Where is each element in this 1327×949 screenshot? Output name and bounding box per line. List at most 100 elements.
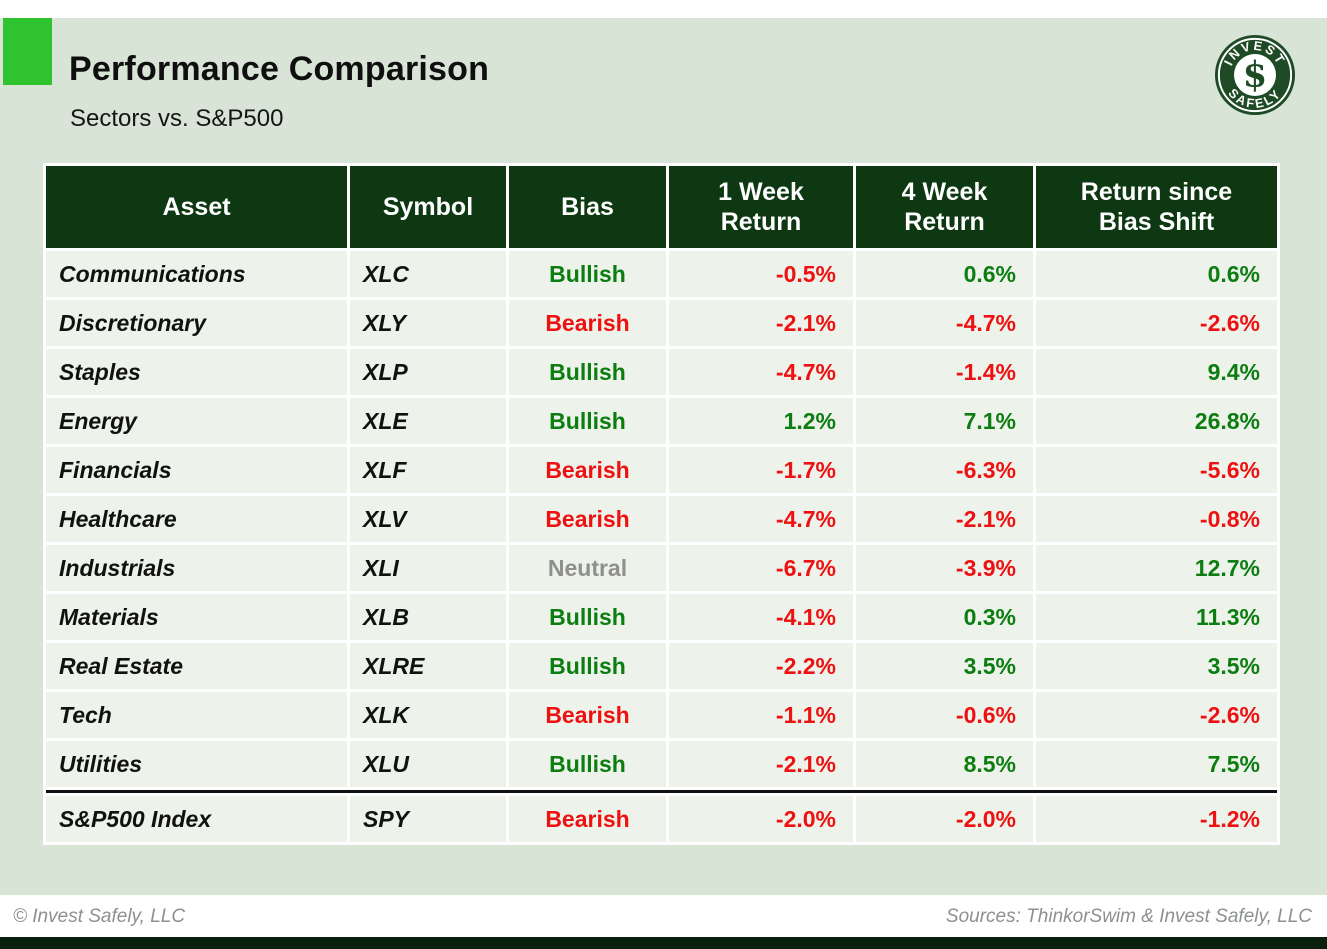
week1-return-cell: -4.1% [669, 594, 853, 640]
header-1-week-return: 1 Week Return [669, 166, 853, 248]
table-row: Industrials XLI Neutral -6.7% -3.9% 12.7… [46, 545, 1277, 591]
week1-return-cell: -2.0% [669, 796, 853, 842]
bias-cell: Bearish [509, 447, 666, 493]
symbol-cell: XLB [350, 594, 506, 640]
asset-cell: Energy [46, 398, 347, 444]
bias-cell: Bullish [509, 643, 666, 689]
bias-cell: Bearish [509, 496, 666, 542]
copyright-text: © Invest Safely, LLC [13, 906, 186, 927]
week1-return-cell: -2.1% [669, 300, 853, 346]
table-row: Real Estate XLRE Bullish -2.2% 3.5% 3.5% [46, 643, 1277, 689]
page-subtitle: Sectors vs. S&P500 [70, 105, 284, 132]
return-since-bias-shift-cell: 3.5% [1036, 643, 1277, 689]
week4-return-cell: 0.6% [856, 251, 1033, 297]
return-since-bias-shift-cell: 9.4% [1036, 349, 1277, 395]
bias-cell: Neutral [509, 545, 666, 591]
table-row: Energy XLE Bullish 1.2% 7.1% 26.8% [46, 398, 1277, 444]
table-row: Staples XLP Bullish -4.7% -1.4% 9.4% [46, 349, 1277, 395]
page-title: Performance Comparison [69, 50, 490, 88]
bias-cell: Bullish [509, 398, 666, 444]
header-bias: Bias [509, 166, 666, 248]
bias-cell: Bearish [509, 300, 666, 346]
week1-return-cell: -1.7% [669, 447, 853, 493]
symbol-cell: XLI [350, 545, 506, 591]
table-row: Communications XLC Bullish -0.5% 0.6% 0.… [46, 251, 1277, 297]
week4-return-cell: -0.6% [856, 692, 1033, 738]
invest-safely-logo: INVEST SAFELY $ [1214, 34, 1296, 116]
table-row: Tech XLK Bearish -1.1% -0.6% -2.6% [46, 692, 1277, 738]
week1-return-cell: -0.5% [669, 251, 853, 297]
week4-return-cell: 0.3% [856, 594, 1033, 640]
symbol-cell: XLE [350, 398, 506, 444]
return-since-bias-shift-cell: -5.6% [1036, 447, 1277, 493]
week1-return-cell: -6.7% [669, 545, 853, 591]
svg-text:$: $ [1243, 55, 1267, 96]
asset-cell: Staples [46, 349, 347, 395]
week4-return-cell: 3.5% [856, 643, 1033, 689]
return-since-bias-shift-cell: 0.6% [1036, 251, 1277, 297]
table-row: Financials XLF Bearish -1.7% -6.3% -5.6% [46, 447, 1277, 493]
asset-cell: Real Estate [46, 643, 347, 689]
header-symbol: Symbol [350, 166, 506, 248]
week4-return-cell: -2.1% [856, 496, 1033, 542]
symbol-cell: XLRE [350, 643, 506, 689]
benchmark-divider [46, 790, 1277, 793]
week1-return-cell: -1.1% [669, 692, 853, 738]
asset-cell: Materials [46, 594, 347, 640]
week4-return-cell: 8.5% [856, 741, 1033, 787]
bottom-bar [0, 937, 1327, 949]
bias-cell: Bullish [509, 741, 666, 787]
bias-cell: Bullish [509, 594, 666, 640]
week4-return-cell: -1.4% [856, 349, 1033, 395]
return-since-bias-shift-cell: -1.2% [1036, 796, 1277, 842]
accent-square [3, 18, 52, 85]
week1-return-cell: -2.2% [669, 643, 853, 689]
table-row: Utilities XLU Bullish -2.1% 8.5% 7.5% [46, 741, 1277, 787]
return-since-bias-shift-cell: -2.6% [1036, 300, 1277, 346]
symbol-cell: XLF [350, 447, 506, 493]
header-return-since-bias-shift: Return since Bias Shift [1036, 166, 1277, 248]
symbol-cell: XLV [350, 496, 506, 542]
asset-cell: Utilities [46, 741, 347, 787]
symbol-cell: SPY [350, 796, 506, 842]
return-since-bias-shift-cell: 11.3% [1036, 594, 1277, 640]
header-asset: Asset [46, 166, 347, 248]
asset-cell: Industrials [46, 545, 347, 591]
bias-cell: Bullish [509, 349, 666, 395]
asset-cell: Communications [46, 251, 347, 297]
symbol-cell: XLC [350, 251, 506, 297]
invest-safely-logo-icon: INVEST SAFELY $ [1214, 34, 1296, 116]
week4-return-cell: 7.1% [856, 398, 1033, 444]
table-row: Discretionary XLY Bearish -2.1% -4.7% -2… [46, 300, 1277, 346]
asset-cell: S&P500 Index [46, 796, 347, 842]
performance-table: Asset Symbol Bias 1 Week Return 4 Week R… [43, 163, 1280, 845]
week4-return-cell: -2.0% [856, 796, 1033, 842]
symbol-cell: XLP [350, 349, 506, 395]
return-since-bias-shift-cell: 12.7% [1036, 545, 1277, 591]
bias-cell: Bullish [509, 251, 666, 297]
table-row: Materials XLB Bullish -4.1% 0.3% 11.3% [46, 594, 1277, 640]
table-row: Healthcare XLV Bearish -4.7% -2.1% -0.8% [46, 496, 1277, 542]
symbol-cell: XLK [350, 692, 506, 738]
asset-cell: Tech [46, 692, 347, 738]
bias-cell: Bearish [509, 796, 666, 842]
return-since-bias-shift-cell: 26.8% [1036, 398, 1277, 444]
week4-return-cell: -6.3% [856, 447, 1033, 493]
symbol-cell: XLU [350, 741, 506, 787]
asset-cell: Financials [46, 447, 347, 493]
asset-cell: Healthcare [46, 496, 347, 542]
table-row: S&P500 Index SPY Bearish -2.0% -2.0% -1.… [46, 796, 1277, 842]
table-body: Communications XLC Bullish -0.5% 0.6% 0.… [46, 251, 1277, 842]
table-header: Asset Symbol Bias 1 Week Return 4 Week R… [46, 166, 1277, 248]
week1-return-cell: -4.7% [669, 349, 853, 395]
return-since-bias-shift-cell: 7.5% [1036, 741, 1277, 787]
week4-return-cell: -4.7% [856, 300, 1033, 346]
symbol-cell: XLY [350, 300, 506, 346]
sources-text: Sources: ThinkorSwim & Invest Safely, LL… [945, 906, 1312, 927]
bias-cell: Bearish [509, 692, 666, 738]
header-4-week-return: 4 Week Return [856, 166, 1033, 248]
week4-return-cell: -3.9% [856, 545, 1033, 591]
week1-return-cell: -4.7% [669, 496, 853, 542]
week1-return-cell: 1.2% [669, 398, 853, 444]
return-since-bias-shift-cell: -0.8% [1036, 496, 1277, 542]
